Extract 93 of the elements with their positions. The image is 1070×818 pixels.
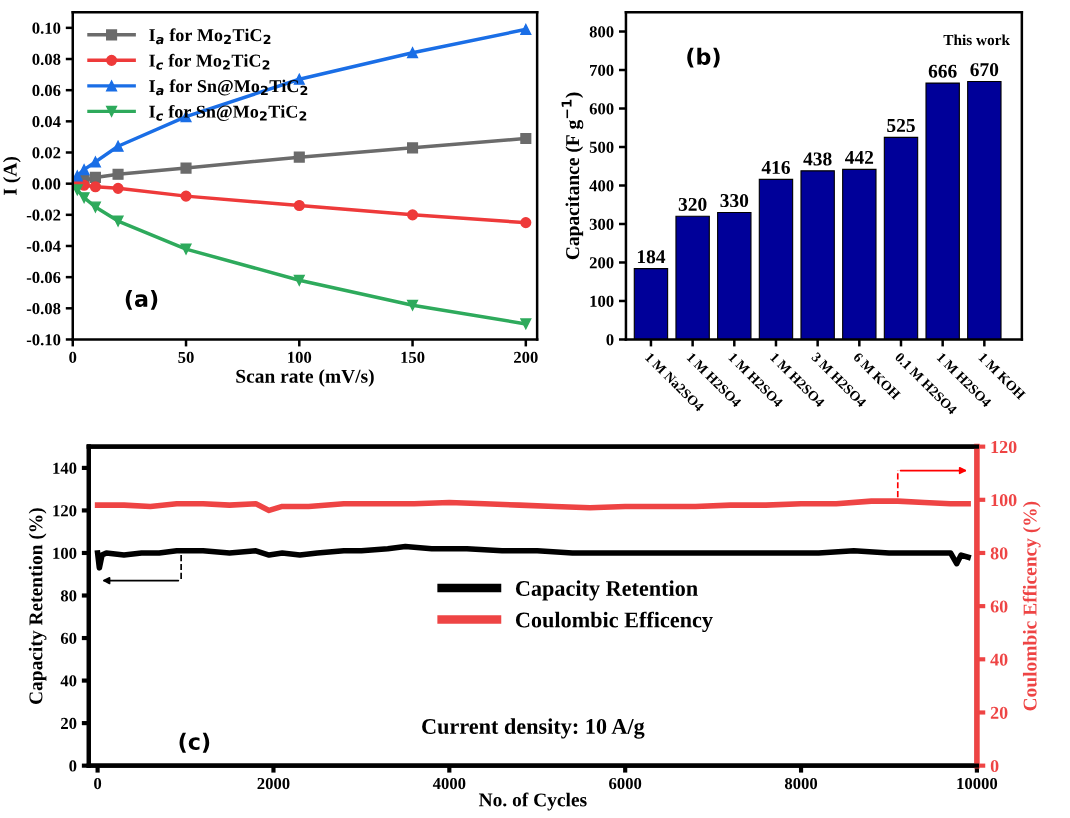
x-tick-label: 4000: [432, 777, 466, 790]
point: [89, 156, 101, 168]
x-axis-title: Scan rate (mV/s): [236, 369, 374, 387]
point: [520, 23, 532, 35]
point: [180, 190, 192, 202]
x-tick-label: 2000: [257, 777, 290, 790]
y-tick-label: 0.00: [32, 178, 61, 190]
y-tick-label: 600: [589, 103, 614, 115]
y-tick-label: -0.04: [26, 240, 61, 252]
point: [112, 140, 124, 152]
x-tick-label: 8000: [784, 777, 818, 790]
y-tick-label: 0.10: [32, 22, 61, 34]
y2-tick-label: 60: [990, 600, 1008, 613]
y-tick-label: 400: [589, 180, 614, 192]
point: [406, 299, 419, 311]
point: [520, 217, 532, 229]
y-tick-label: 200: [589, 257, 614, 269]
point: [520, 132, 532, 145]
point: [406, 47, 419, 59]
y-tick-label: -0.10: [26, 334, 61, 346]
y-axis-title: I (A): [3, 157, 21, 195]
data-label: 525: [887, 118, 915, 133]
y2-tick-label: 40: [990, 653, 1008, 666]
y-tick-label: 0.02: [32, 147, 61, 159]
point: [406, 142, 419, 154]
annotation: (b): [687, 47, 720, 68]
y-tick-label: 0: [606, 334, 614, 346]
point: [293, 199, 305, 212]
y-tick-label: 0: [69, 760, 77, 772]
point: [112, 168, 124, 180]
legend-label: Coulombic Efficency: [515, 611, 713, 633]
x-tick-label: 200: [514, 351, 538, 363]
y-tick-label: -0.06: [26, 271, 61, 284]
y-tick-label: -0.02: [26, 209, 61, 221]
data-label: 416: [761, 160, 790, 174]
annotation: Current density: 10 A/g: [422, 718, 645, 739]
point: [78, 192, 90, 204]
point: [112, 215, 124, 227]
legend-label: Capacity Retention: [515, 580, 698, 601]
x-tick-label: 10000: [957, 777, 998, 790]
legend-label: I$_{c}$ for Sn@Mo$_{2}$TiC$_{2}$: [149, 104, 307, 122]
y-tick-label: 0.08: [32, 53, 61, 66]
data-label: 670: [970, 63, 999, 77]
point: [293, 151, 305, 163]
y2-tick-label: 120: [991, 440, 1017, 454]
point: [520, 318, 532, 330]
point: [89, 171, 101, 183]
y-tick-label: 300: [589, 218, 614, 230]
data-label: 666: [928, 64, 957, 78]
legend-label: I$_{a}$ for Mo$_{2}$TiC$_{2}$: [149, 28, 271, 45]
point: [78, 164, 90, 176]
y-tick-label: 20: [61, 717, 77, 730]
y-tick-label: 40: [60, 675, 77, 687]
point: [180, 162, 192, 174]
y-axis-title: Capacity Retention (%): [28, 508, 47, 705]
data-label: 330: [720, 193, 749, 208]
x-tick-label: 50: [178, 351, 194, 363]
y-tick-label: 800: [589, 26, 614, 38]
y-tick-label: 100: [590, 295, 614, 307]
y-axis-title: Capacitance (F g$^{−1}$): [561, 92, 584, 260]
point: [112, 182, 124, 194]
data-label: 320: [678, 197, 707, 211]
y2-tick-label: 80: [990, 547, 1008, 560]
annotation: (a): [125, 289, 158, 310]
point: [89, 181, 101, 193]
y2-tick-label: 20: [990, 706, 1008, 719]
legend-label: I$_{c}$ for Mo$_{2}$TiC$_{2}$: [149, 53, 270, 70]
x-tick-label: 6000: [609, 777, 642, 790]
annotation: This work: [943, 34, 1010, 46]
x-tick-label: 150: [401, 351, 425, 363]
y-tick-label: 700: [590, 64, 614, 76]
y-tick-label: 80: [60, 590, 77, 602]
point: [180, 243, 192, 255]
y-tick-label: 0.04: [32, 116, 61, 128]
y-tick-label: 0.06: [32, 84, 61, 97]
y-tick-label: 120: [53, 505, 77, 517]
y2-axis-title: Coulombic Efficency (%): [1022, 501, 1041, 711]
data-label: 184: [637, 250, 666, 264]
y2-tick-label: 100: [991, 494, 1017, 507]
y-tick-label: 100: [53, 547, 77, 559]
annotation: (c): [179, 732, 210, 753]
y2-tick-label: 0: [990, 759, 999, 773]
data-label: 438: [803, 152, 832, 166]
y-tick-label: 60: [60, 632, 77, 644]
x-tick-label: 0: [94, 777, 102, 790]
y-tick-label: -0.08: [26, 303, 61, 315]
y-tick-label: 140: [53, 462, 77, 474]
data-label: 442: [845, 150, 874, 164]
point: [406, 209, 419, 221]
x-axis-title: No. of Cycles: [478, 792, 587, 811]
y-tick-label: 500: [589, 141, 614, 153]
x-tick-label: 100: [288, 351, 312, 363]
point: [293, 274, 305, 286]
